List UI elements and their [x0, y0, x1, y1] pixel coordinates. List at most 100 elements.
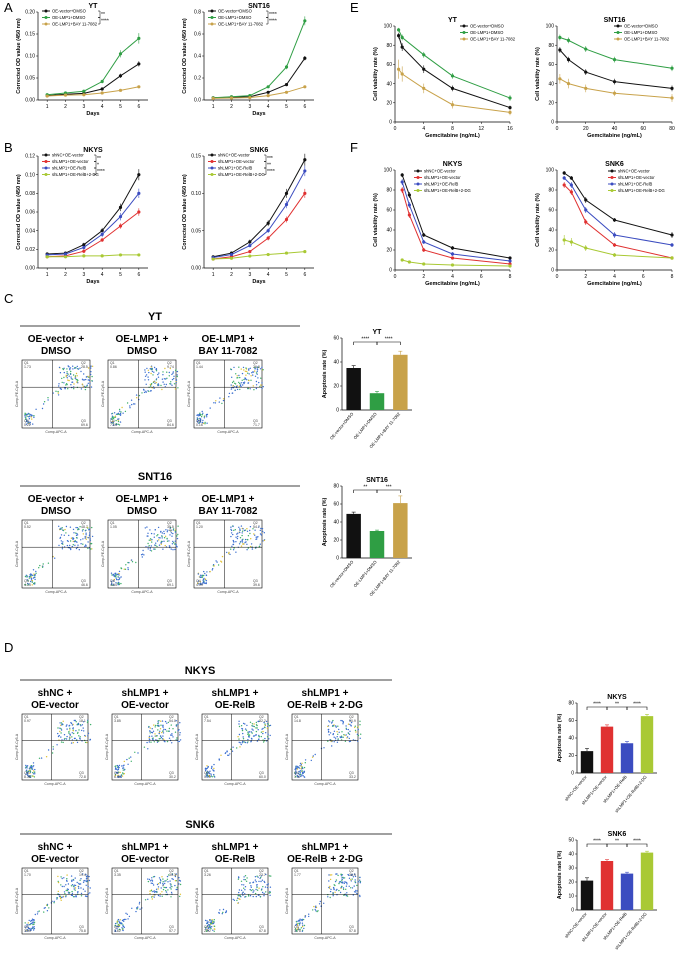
event-dot	[65, 532, 67, 534]
event-dot	[65, 725, 68, 727]
significance-stars: ****	[593, 702, 601, 708]
event-dot	[82, 533, 85, 535]
event-dot	[162, 732, 165, 734]
event-dot	[262, 886, 264, 888]
event-dot	[69, 737, 71, 739]
legend-label: shNC+OE-vector	[424, 169, 456, 174]
event-dot	[74, 877, 76, 879]
event-dot	[57, 890, 59, 893]
category-label: OE-vector+DMSO	[329, 559, 355, 589]
event-dot	[349, 719, 351, 722]
data-point	[422, 86, 426, 90]
event-dot	[153, 548, 155, 550]
event-dot	[205, 926, 207, 929]
event-dot	[65, 525, 68, 528]
quadrant-value-q4: 0.16	[196, 423, 203, 427]
event-dot	[87, 536, 89, 539]
x-tick-label: 3	[248, 272, 251, 278]
event-dot	[81, 729, 83, 732]
event-dot	[302, 775, 304, 777]
quadrant-value-q4: 3.62	[114, 929, 121, 933]
quadrant-name-q1: Q1	[110, 521, 115, 525]
event-dot	[80, 539, 82, 541]
event-dot	[63, 877, 65, 879]
quadrant-name-q4: Q4	[294, 771, 299, 775]
event-dot	[240, 743, 242, 746]
event-dot	[84, 385, 86, 388]
event-dot	[67, 883, 70, 885]
data-point	[400, 72, 404, 76]
event-dot	[231, 545, 233, 547]
quadrant-value-q2: 23.7	[259, 873, 266, 877]
event-dot	[258, 887, 260, 889]
event-dot	[143, 554, 145, 556]
event-dot	[168, 540, 170, 542]
legend-marker	[416, 189, 420, 192]
event-dot	[121, 406, 123, 409]
event-dot	[346, 883, 348, 885]
x-tick-label: 2	[422, 274, 425, 280]
x-tick-label: 6	[303, 272, 306, 278]
event-dot	[122, 773, 124, 775]
event-dot	[165, 378, 167, 380]
event-dot	[85, 529, 87, 531]
event-dot	[240, 385, 242, 388]
event-dot	[87, 885, 89, 888]
event-dot	[334, 891, 336, 893]
event-dot	[345, 728, 348, 730]
quadrant-value-q2: 50.9	[349, 719, 356, 723]
event-dot	[131, 907, 133, 909]
data-point	[82, 245, 86, 250]
event-dot	[85, 532, 87, 534]
event-dot	[47, 562, 50, 564]
event-dot	[238, 891, 240, 894]
event-dot	[162, 730, 164, 732]
x-axis-label: Days	[86, 279, 99, 285]
event-dot	[253, 890, 255, 892]
significance-bracket	[266, 17, 269, 25]
event-dot	[157, 534, 159, 536]
x-tick-label: 4	[422, 126, 425, 132]
event-dot	[160, 880, 162, 882]
quadrant-value-q3: 39.6	[253, 583, 260, 587]
event-dot	[252, 385, 254, 387]
event-dot	[87, 547, 89, 550]
quadrant-name-q2: Q2	[349, 869, 354, 873]
series-line	[564, 239, 673, 259]
event-dot	[211, 919, 213, 921]
event-dot	[91, 380, 93, 382]
event-dot	[238, 738, 240, 740]
y-tick-label: 0.08	[25, 191, 35, 197]
event-dot	[62, 896, 64, 898]
event-dot	[116, 922, 118, 924]
event-dot	[88, 875, 90, 878]
y-tick-label: 0.00	[25, 98, 35, 104]
data-point	[566, 82, 571, 86]
event-dot	[41, 566, 44, 568]
event-dot	[66, 372, 68, 375]
event-dot	[74, 544, 76, 546]
event-dot	[167, 721, 170, 724]
panel-letter-b: B	[4, 140, 13, 155]
event-dot	[31, 922, 33, 925]
event-dot	[82, 538, 84, 540]
quadrant-value-q4: 8.38	[24, 775, 31, 779]
event-dot	[117, 925, 119, 928]
event-dot	[117, 420, 120, 423]
data-point	[100, 87, 104, 91]
event-dot	[261, 728, 263, 730]
quadrant-name-q2: Q2	[167, 521, 172, 525]
condition-line-1: shLMP1 +	[122, 842, 169, 853]
event-dot	[203, 574, 205, 577]
significance-bracket	[266, 10, 269, 18]
event-dot	[166, 730, 168, 732]
event-dot	[344, 734, 346, 737]
panel-letter-c: C	[4, 291, 13, 306]
event-dot	[60, 388, 62, 390]
quadrant-value-q2: 54.7	[253, 525, 260, 529]
event-dot	[338, 728, 340, 731]
event-dot	[69, 729, 71, 731]
event-dot	[115, 582, 117, 584]
